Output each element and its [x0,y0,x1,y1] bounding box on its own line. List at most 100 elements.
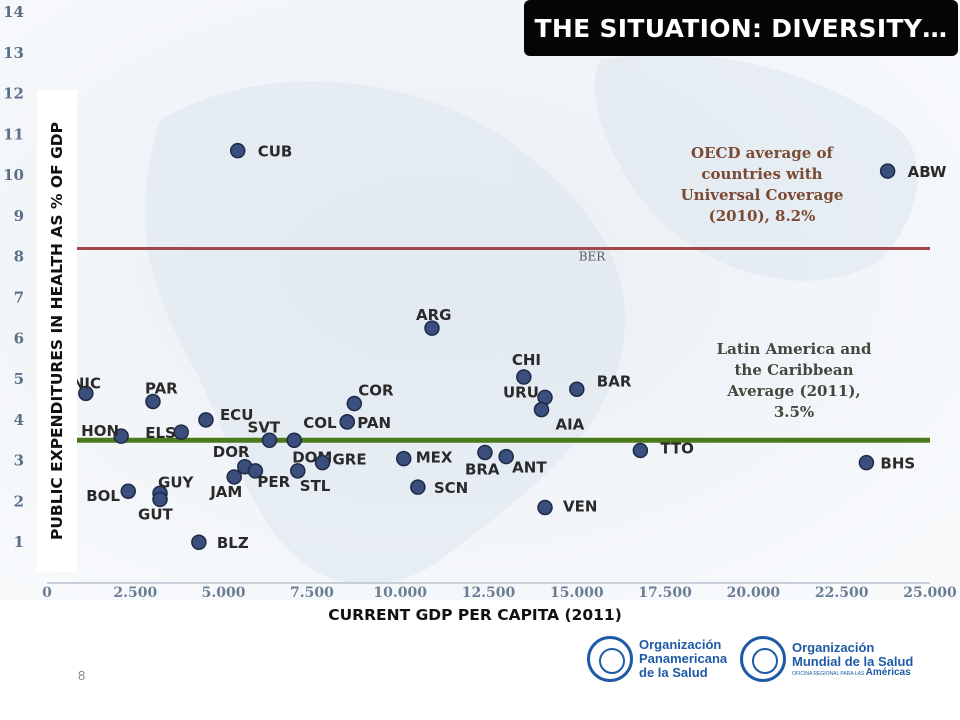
point-label-ecu: ECU [220,406,253,424]
who-logo-line-2: Mundial de la Salud [792,653,914,669]
point-label-scn: SCN [434,479,468,497]
data-point-ecu [198,412,214,428]
slide-title: THE SITUATION: DIVERSITY… [534,13,948,43]
point-label-col: COL [303,414,337,432]
y-tick-label: 5 [14,370,24,388]
data-point-aia [533,401,550,418]
data-point-dom [286,432,302,448]
y-tick-label: 10 [3,166,24,184]
data-point-cub [229,142,246,159]
paho-logo-line-2: Panamericana [639,651,728,666]
lac-annotation-line: Average (2011), [726,382,860,400]
data-point-per [247,463,264,479]
y-tick-label: 3 [14,452,24,470]
data-point-blz [191,534,207,550]
x-tick-label: 2.500 [113,585,157,601]
point-label-nic: NIC [72,374,101,392]
slide-title-box: THE SITUATION: DIVERSITY… [524,0,958,56]
data-point-abw [879,163,896,179]
paho-logo: Organización Panamericana de la Salud [587,636,727,682]
point-label-jam: JAM [209,483,242,501]
x-tick-label: 0 [42,585,52,601]
point-label-cub: CUB [258,143,293,161]
point-label-arg: ARG [416,306,451,324]
point-label-mex: MEX [416,449,453,467]
y-tick-label: 11 [3,125,24,143]
who-logo-region: Américas [865,666,911,678]
data-point-chi [516,369,532,385]
point-label-bar: BAR [597,372,632,390]
point-label-aia: AIA [555,416,584,434]
data-point-cor [346,395,363,412]
x-tick-label: 25.000 [903,585,957,601]
ber-label: BER [579,250,607,264]
oecd-annotation-line: Universal Coverage [681,186,844,204]
data-point-els [173,424,189,440]
data-point-gre [314,454,331,471]
point-label-pan: PAN [357,414,391,432]
point-label-stl: STL [300,477,331,495]
who-seal-icon [740,636,786,682]
data-point-jam [226,469,242,485]
data-point-ven [537,499,553,516]
y-tick-label: 8 [14,248,24,266]
y-tick-label: 12 [3,85,24,103]
point-label-bra: BRA [465,460,500,478]
point-label-gut: GUT [138,505,173,523]
data-point-hon [113,428,129,444]
point-label-ven: VEN [563,498,597,516]
data-point-mex [395,450,412,467]
point-label-par: PAR [145,380,178,398]
data-point-pan [339,414,355,430]
y-tick-label: 9 [14,207,24,225]
oecd-annotation-line: OECD average of [691,144,835,162]
point-label-abw: ABW [908,163,947,181]
point-label-blz: BLZ [217,534,249,552]
data-point-nic [78,385,94,402]
point-label-svt: SVT [248,418,281,436]
x-tick-label: 15.000 [550,585,604,601]
point-label-dor: DOR [213,443,250,461]
x-tick-label: 10.000 [373,585,427,601]
y-axis-label-box: PUBLIC EXPENDITURES IN HEALTH AS % OF GD… [37,90,77,572]
x-tick-label: 20.000 [727,585,781,601]
data-point-bra [477,444,493,461]
y-tick-label: 4 [14,411,24,429]
y-tick-label: 14 [3,3,24,21]
x-tick-label: 7.500 [290,585,334,601]
y-tick-label: 7 [14,289,24,307]
point-label-bol: BOL [86,487,120,505]
data-point-svt [261,432,278,448]
who-logo: Organización Mundial de la Salud OFICINA… [740,636,913,682]
point-label-cor: COR [358,382,394,400]
point-label-chi: CHI [512,351,541,369]
point-label-hon: HON [81,422,119,440]
paho-logo-line-1: Organización [639,637,722,652]
point-label-els: ELS [145,424,176,442]
data-point-arg [424,320,440,336]
paho-seal-icon [587,636,633,682]
data-point-ant [498,448,514,465]
data-point-par [145,393,161,410]
paho-logo-line-3: de la Salud [639,665,708,680]
x-tick-label: 12.500 [462,585,516,601]
point-label-per: PER [257,473,290,491]
point-label-tto: TTO [660,439,694,457]
lac-annotation-line: Latin America and [717,340,872,358]
page-number: 8 [78,668,86,683]
y-tick-label: 6 [14,329,24,347]
x-tick-label: 5.000 [202,585,246,601]
data-point-bhs [858,454,875,471]
point-label-ant: ANT [512,459,547,477]
x-axis-label: CURRENT GDP PER CAPITA (2011) [328,606,622,624]
oecd-annotation-line: countries with [701,165,822,183]
data-point-stl [290,463,306,479]
y-tick-label: 2 [14,492,24,510]
point-label-bhs: BHS [880,455,915,473]
data-point-bar [569,381,585,398]
y-tick-label: 13 [3,44,24,62]
y-tick-label: 1 [14,533,24,551]
x-tick-label: 22.500 [815,585,869,601]
